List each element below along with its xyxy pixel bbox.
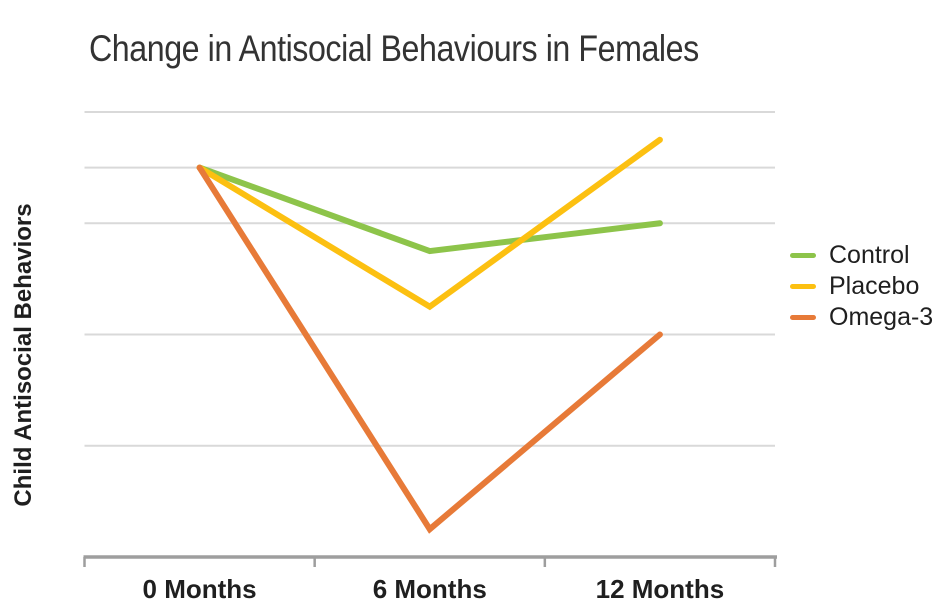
legend-item: Placebo xyxy=(790,271,933,302)
legend-line-marker-icon xyxy=(790,253,816,258)
x-axis-label: 0 Months xyxy=(142,574,257,604)
series-line-omega-3 xyxy=(196,164,663,534)
legend-label: Control xyxy=(829,241,910,269)
series-line-control xyxy=(196,164,663,255)
legend-label: Placebo xyxy=(829,272,920,300)
legend-line-marker-icon xyxy=(790,284,816,289)
legend-item: Omega-3 xyxy=(790,302,933,333)
chart-title: Change in Antisocial Behaviours in Femal… xyxy=(89,28,699,69)
legend-item: Control xyxy=(790,240,933,271)
x-axis-label: 6 Months xyxy=(372,574,487,604)
legend: Control Placebo Omega-3 xyxy=(790,240,933,333)
x-axis-label: 12 Months xyxy=(595,574,725,604)
series-line-placebo xyxy=(196,136,663,311)
legend-label: Omega-3 xyxy=(829,303,934,331)
legend-line-marker-icon xyxy=(790,315,816,320)
